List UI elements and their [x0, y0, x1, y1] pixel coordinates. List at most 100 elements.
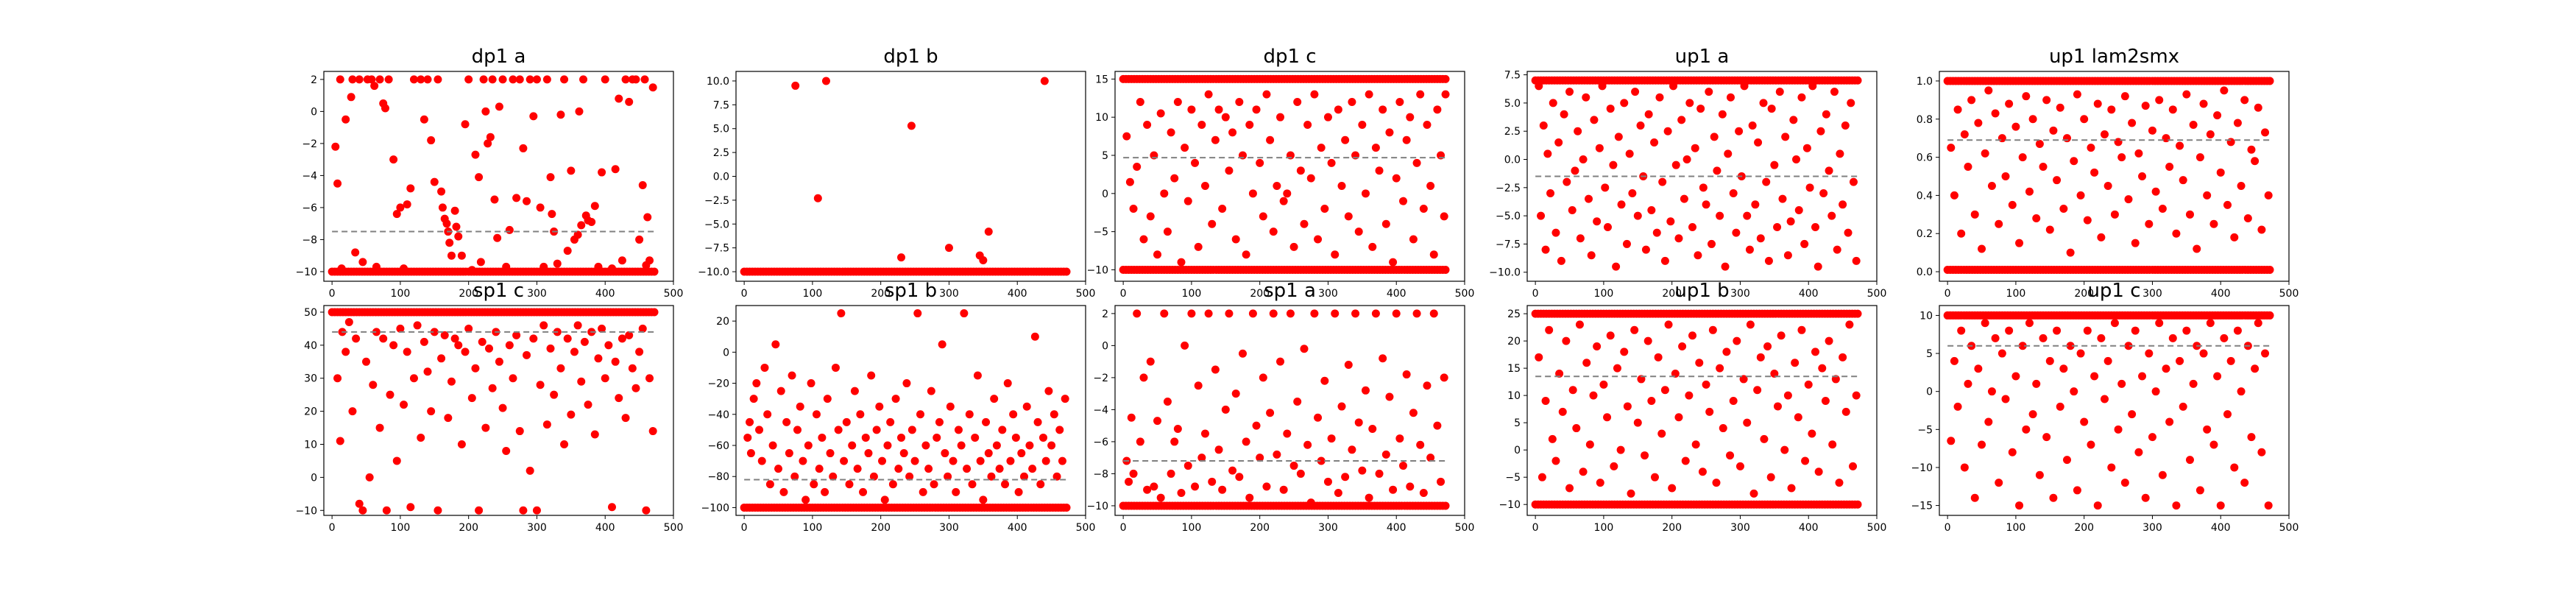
subplot-9: up1 b 0 100 200 300 400 500 25 20 15 10 5 0 −5 −10 [1498, 280, 1886, 534]
data-point [1596, 479, 1604, 487]
data-point [1713, 166, 1722, 175]
data-point [1399, 197, 1408, 205]
data-point [790, 472, 799, 481]
data-point [1204, 90, 1213, 99]
x-tick-label: 100 [391, 522, 411, 534]
data-point [1554, 138, 1563, 147]
y-tick-label: −10.0 [1489, 267, 1521, 279]
data-point [1669, 82, 1678, 91]
points-group [1119, 309, 1450, 510]
y-tick-label: 20 [304, 406, 317, 418]
data-point [409, 374, 418, 383]
data-point [1839, 200, 1847, 209]
x-tick-label: 300 [939, 522, 959, 534]
x-tick-label: 500 [1076, 288, 1096, 300]
data-point [461, 120, 470, 129]
data-point [1754, 138, 1763, 147]
data-point [1630, 325, 1639, 334]
data-point [1187, 309, 1196, 318]
data-point [2251, 157, 2260, 166]
data-point [1841, 121, 1850, 130]
y-tick-label: −10 [1498, 499, 1521, 511]
data-point [1836, 149, 1844, 158]
data-point [2117, 379, 2126, 388]
data-point [746, 449, 755, 458]
data-point [1133, 163, 1142, 172]
data-point [907, 121, 916, 130]
data-point [1399, 462, 1408, 470]
y-tick-label: 2.5 [713, 147, 729, 159]
x-tick-label: 300 [2142, 288, 2162, 300]
data-point [495, 102, 503, 111]
data-point [590, 202, 599, 211]
y-tick-label: −2.5 [1496, 183, 1521, 194]
data-point [1214, 445, 1223, 454]
data-point [1025, 441, 1034, 450]
data-point [1970, 210, 1979, 219]
data-point [2141, 493, 2150, 502]
data-point [379, 334, 388, 343]
subplot-title: up1 lam2smx [2049, 46, 2179, 68]
data-point [560, 440, 569, 449]
data-point [2005, 99, 2014, 108]
data-point [1852, 256, 1861, 265]
data-point [1760, 434, 1769, 443]
data-point [2049, 493, 2058, 502]
y-tick-label: 30 [304, 373, 317, 385]
data-point [478, 337, 486, 346]
data-point [1800, 239, 1809, 248]
data-point [1371, 309, 1380, 318]
data-point [481, 423, 490, 432]
data-point [880, 495, 889, 504]
data-point [1657, 429, 1666, 438]
data-point [1375, 469, 1384, 478]
data-point [1759, 99, 1768, 107]
data-point [2080, 115, 2089, 124]
data-point [1705, 88, 1713, 96]
data-point [1416, 90, 1425, 99]
data-point [1681, 456, 1690, 465]
data-point [1562, 336, 1571, 345]
data-point [813, 194, 822, 202]
data-point [878, 456, 887, 465]
data-point [2025, 319, 2034, 328]
data-point [1967, 96, 1976, 105]
data-point [2076, 349, 2085, 358]
data-point [1974, 119, 1983, 127]
data-point [1368, 425, 1377, 434]
data-point [413, 321, 422, 330]
data-point [2056, 402, 2064, 411]
data-point [1797, 325, 1806, 334]
data-point [526, 466, 534, 475]
data-point [573, 230, 582, 239]
y-tick-label: −2 [302, 138, 317, 150]
data-point [608, 503, 617, 512]
data-point [515, 75, 524, 84]
data-point [1735, 462, 1744, 470]
data-point [400, 401, 408, 409]
data-point [1641, 245, 1650, 254]
data-point [1389, 485, 1398, 494]
data-point [502, 262, 511, 271]
data-point [1710, 133, 1719, 141]
data-point [935, 417, 944, 426]
data-point [2059, 205, 2068, 214]
data-point [2145, 219, 2154, 228]
data-point [2025, 187, 2034, 196]
points-group [1943, 311, 2274, 510]
subplot-title: sp1 c [473, 280, 524, 302]
data-point [963, 465, 972, 473]
data-point [1699, 183, 1708, 192]
data-point [2165, 417, 2174, 426]
data-point [1177, 258, 1186, 267]
data-point [924, 465, 933, 473]
data-point [1603, 413, 1612, 422]
data-point [1633, 418, 1642, 427]
data-point [1426, 454, 1435, 462]
data-point [2185, 210, 2194, 219]
y-tick-label: −80 [707, 471, 729, 483]
data-point [1406, 482, 1415, 491]
data-point [445, 239, 454, 247]
data-point [509, 374, 517, 383]
data-point [1062, 267, 1071, 276]
